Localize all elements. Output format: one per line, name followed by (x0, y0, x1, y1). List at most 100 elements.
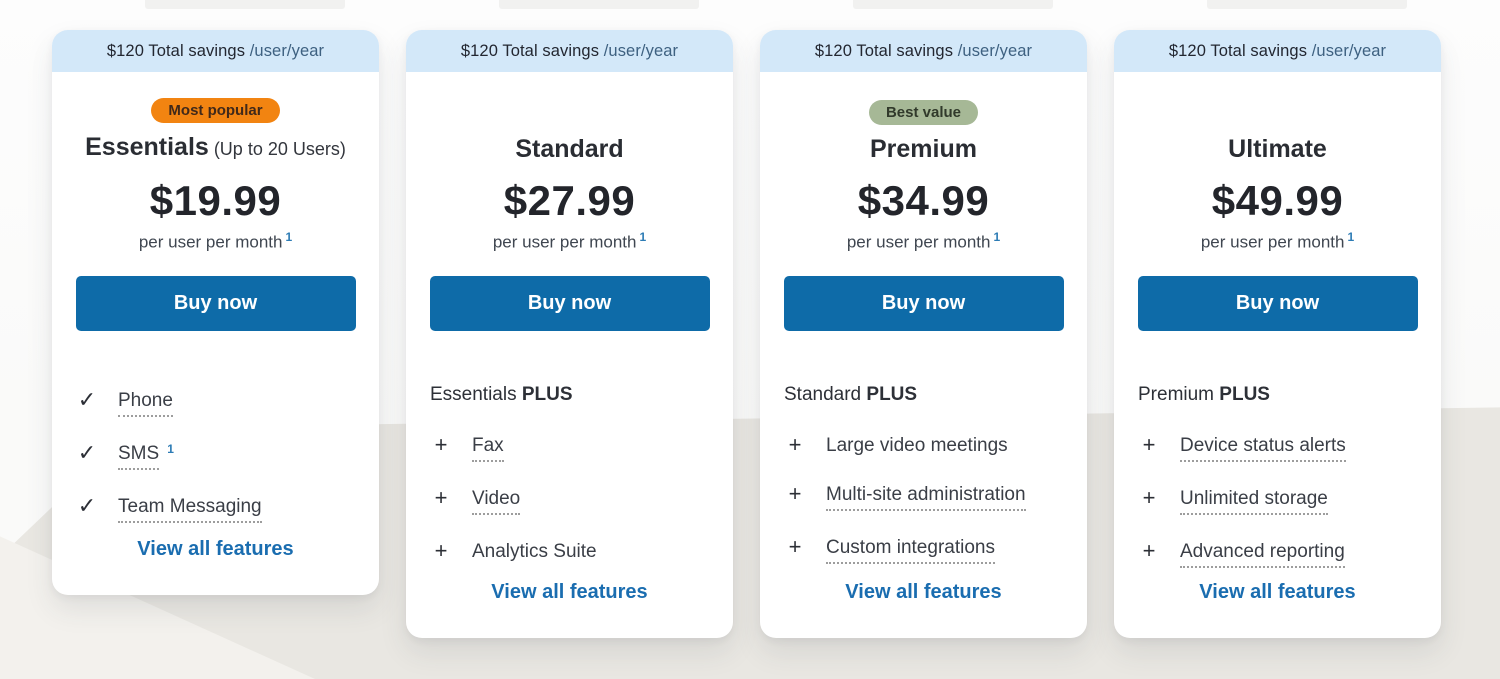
plan-title: Essentials (Up to 20 Users) (85, 132, 346, 164)
plus-icon: + (434, 431, 448, 457)
price-unit-text: per user per month (846, 232, 991, 252)
feature-item: + Fax (430, 431, 597, 462)
pricing-card-standard: $120 Total savings /user/year Standard $… (406, 30, 733, 638)
footnote-marker: 1 (285, 230, 293, 244)
feature-item: ✓ Team Messaging (76, 492, 262, 523)
plan-title: Premium (870, 134, 977, 164)
price-unit-label: per user per month 1 (493, 230, 646, 253)
feature-link[interactable]: Unlimited storage (1180, 487, 1328, 515)
savings-amount: $120 Total savings (1168, 41, 1312, 60)
plus-icon: + (434, 537, 448, 563)
feature-list: + Fax + Video + Analytics Suite (430, 431, 597, 564)
plus-icon: + (788, 431, 802, 457)
most-popular-badge: Most popular (151, 98, 280, 123)
top-cropped-strip (145, 0, 345, 9)
savings-banner: $120 Total savings /user/year (760, 30, 1087, 72)
plus-icon: + (1142, 431, 1156, 457)
buy-now-button[interactable]: Buy now (1137, 275, 1418, 331)
price-unit-text: per user per month (492, 232, 637, 252)
plus-header-bold: PLUS (521, 383, 573, 405)
plan-name: Essentials (85, 133, 209, 161)
feature-item: + Video (430, 486, 597, 515)
buy-now-button[interactable]: Buy now (783, 275, 1064, 331)
plus-header-prefix: Standard (784, 383, 867, 405)
pricing-card-premium: $120 Total savings /user/year Best value… (760, 30, 1087, 638)
plus-header-bold: PLUS (1219, 383, 1270, 405)
top-cropped-strip (499, 0, 699, 9)
plus-icon: + (788, 533, 802, 559)
plan-title: Standard (515, 134, 623, 164)
feature-item: + Unlimited storage (1138, 484, 1346, 515)
savings-amount: $120 Total savings (814, 41, 958, 60)
feature-link[interactable]: Device status alerts (1180, 434, 1346, 462)
feature-list: ✓ Phone ✓ SMS 1 ✓ Team Messaging (76, 386, 262, 523)
view-all-features-link[interactable]: View all features (845, 581, 1002, 603)
feature-link[interactable]: SMS (118, 442, 160, 470)
plus-header: Standard PLUS (784, 384, 917, 406)
footnote-marker: 1 (639, 230, 647, 244)
price-unit-label: per user per month 1 (1201, 230, 1354, 253)
feature-item: ✓ SMS 1 (76, 439, 262, 470)
feature-link[interactable]: Custom integrations (826, 536, 995, 564)
footnote-marker: 1 (167, 441, 174, 456)
check-icon: ✓ (77, 492, 97, 518)
feature-link[interactable]: Advanced reporting (1180, 540, 1345, 568)
plan-price: $49.99 (1211, 177, 1344, 224)
plan-name: Ultimate (1228, 135, 1327, 163)
plus-header: Essentials PLUS (430, 384, 573, 406)
plan-name: Premium (870, 135, 977, 163)
plan-price: $34.99 (857, 177, 990, 224)
pricing-cards-row: $120 Total savings /user/year Most popul… (52, 30, 1441, 638)
top-cropped-strip (1207, 0, 1407, 9)
buy-now-button[interactable]: Buy now (429, 275, 710, 331)
price-unit-text: per user per month (1200, 232, 1345, 252)
feature-list: + Device status alerts + Unlimited stora… (1138, 431, 1346, 568)
check-icon: ✓ (77, 439, 97, 465)
feature-item: + Advanced reporting (1138, 537, 1346, 568)
feature-link[interactable]: Phone (118, 389, 173, 417)
plan-name: Standard (515, 135, 624, 163)
savings-unit: /user/year (603, 41, 679, 60)
feature-item: + Analytics Suite (430, 537, 597, 564)
savings-banner: $120 Total savings /user/year (52, 30, 379, 72)
view-all-features-link[interactable]: View all features (1199, 581, 1356, 603)
feature-link[interactable]: Fax (472, 434, 504, 462)
plus-icon: + (788, 480, 802, 506)
savings-banner: $120 Total savings /user/year (406, 30, 733, 72)
view-all-features-link[interactable]: View all features (491, 581, 648, 603)
price-unit-text: per user per month (138, 232, 283, 252)
footnote-marker: 1 (1347, 230, 1355, 244)
plus-icon: + (1142, 537, 1156, 563)
price-unit-label: per user per month 1 (847, 230, 1000, 253)
plus-header: Premium PLUS (1138, 384, 1270, 406)
feature-item: + Device status alerts (1138, 431, 1346, 462)
price-unit-label: per user per month 1 (139, 230, 292, 253)
plus-header-bold: PLUS (866, 383, 918, 405)
feature-link[interactable]: Multi-site administration (826, 483, 1026, 511)
feature-label: Large video meetings (826, 434, 1008, 456)
view-all-features-link[interactable]: View all features (137, 538, 294, 560)
feature-link[interactable]: Team Messaging (118, 495, 262, 523)
plan-price: $19.99 (149, 177, 282, 224)
plan-price: $27.99 (503, 177, 636, 224)
feature-link[interactable]: Video (472, 487, 521, 515)
feature-list: + Large video meetings + Multi-site admi… (784, 431, 1026, 564)
feature-item: + Multi-site administration (784, 480, 1026, 511)
plan-title: Ultimate (1228, 134, 1327, 164)
plus-icon: + (1142, 484, 1156, 510)
savings-unit: /user/year (1311, 41, 1387, 60)
plan-title-suffix: (Up to 20 Users) (208, 139, 346, 159)
top-cropped-strip (853, 0, 1053, 9)
feature-item: + Large video meetings (784, 431, 1026, 458)
buy-now-button[interactable]: Buy now (75, 275, 356, 331)
check-icon: ✓ (77, 386, 97, 412)
savings-unit: /user/year (957, 41, 1033, 60)
feature-item: ✓ Phone (76, 386, 262, 417)
plus-header-prefix: Premium (1138, 383, 1220, 405)
footnote-marker: 1 (993, 230, 1001, 244)
savings-amount: $120 Total savings (106, 41, 250, 60)
savings-unit: /user/year (249, 41, 325, 60)
savings-banner: $120 Total savings /user/year (1114, 30, 1441, 72)
best-value-badge: Best value (868, 100, 979, 125)
pricing-card-essentials: $120 Total savings /user/year Most popul… (52, 30, 379, 595)
